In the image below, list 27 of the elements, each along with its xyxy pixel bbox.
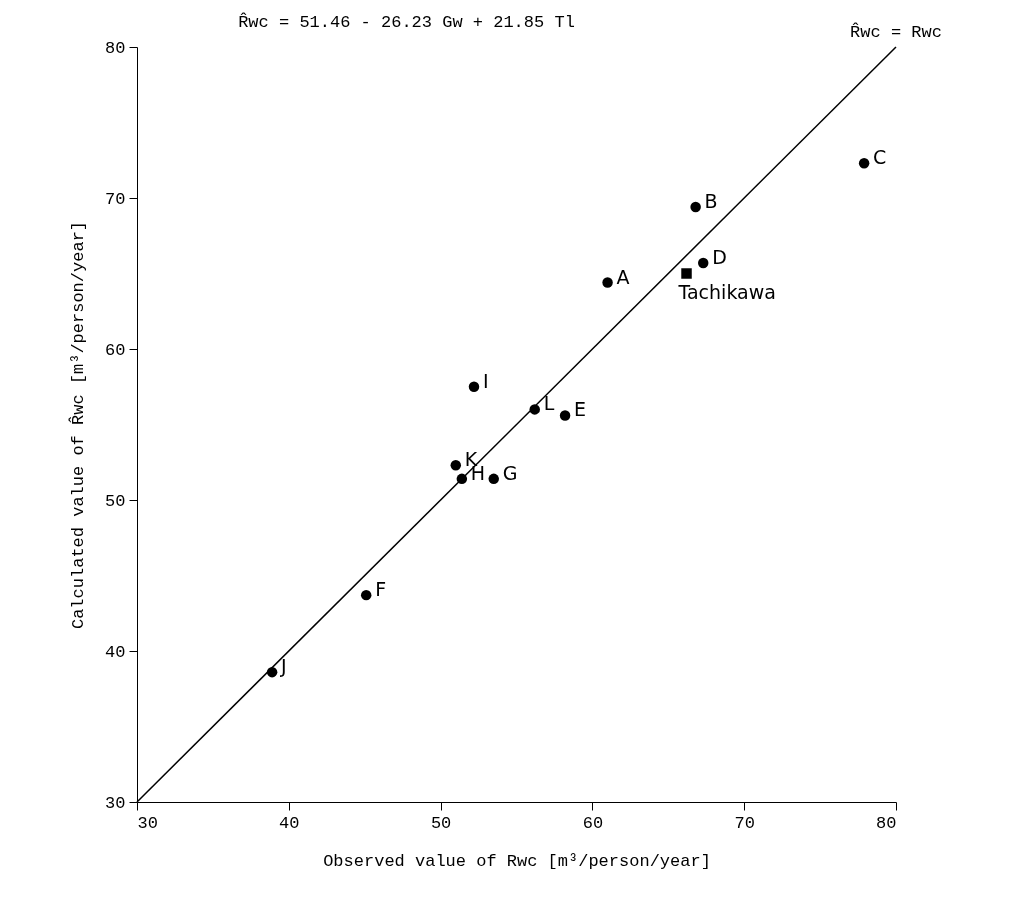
y-tick-label: 80 [105,38,126,58]
annotation: F [375,578,387,601]
annotation: G [502,461,518,484]
y-tick-label: 30 [105,793,126,813]
annotation: I [483,369,489,392]
y-axis-title: Calculated value of R̂wc [m³/person/year] [68,220,89,630]
y-tick-label: 40 [105,642,126,662]
series-label: R̂wc = Rwc [850,21,942,42]
x-tick-label: 80 [876,813,897,833]
x-tick-label: 40 [279,813,300,833]
x-tick-label: 50 [430,813,452,833]
chart-title: R̂wc = 51.46 - 26.23 Gw + 21.85 Tl [238,11,575,32]
x-tick-label: 60 [582,813,604,833]
annotation: Tachikawa [677,280,776,303]
x-tick-label: 70 [734,813,755,833]
annotation: L [543,392,555,415]
annotation: E [574,398,587,421]
y-tick-label: 60 [105,340,126,360]
annotation: A [616,265,630,288]
annotation: B [704,190,718,213]
y-tick-label: 70 [105,189,126,209]
x-axis-title: Observed value of Rwc [m³/person/year] [323,851,711,871]
annotation: D [712,245,727,268]
annotation: C [873,146,887,169]
y-tick-label: 50 [105,491,126,511]
x-tick-label: 30 [137,813,158,833]
annotation: J [280,655,287,678]
